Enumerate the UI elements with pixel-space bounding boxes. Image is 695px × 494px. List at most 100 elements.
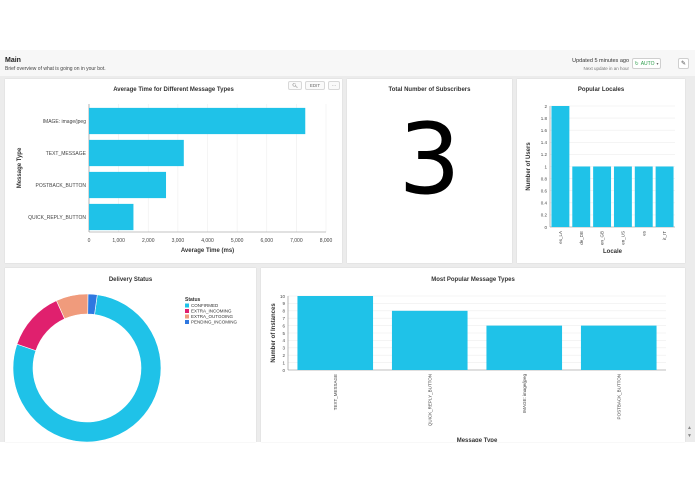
subscriber-count: 3 (398, 103, 461, 217)
y-tick-label: 5 (282, 331, 285, 336)
y-tick-label: 0.4 (541, 201, 548, 206)
y-tick-label: 0 (282, 368, 285, 373)
chevron-down-icon: ▾ (656, 61, 659, 66)
subscribers-title: Total Number of Subscribers (388, 87, 471, 93)
x-tick-label: de_DE (579, 231, 584, 245)
bar (580, 325, 657, 370)
bar (89, 107, 306, 135)
edit-dashboard-button[interactable]: ✎ (678, 58, 689, 69)
bar (634, 166, 653, 227)
donut-slice (12, 294, 162, 442)
y-tick-label: 0.2 (541, 213, 548, 218)
y-tick-label: QUICK_REPLY_BUTTON (28, 215, 86, 221)
bar (486, 325, 563, 370)
legend-label: CONFIRMED (191, 303, 219, 308)
x-tick-label: TEXT_MESSAGE (333, 374, 338, 410)
y-tick-label: 9 (282, 301, 285, 306)
next-update-text: Next update in an hour (583, 66, 629, 71)
x-axis-title: Message Type (457, 438, 498, 442)
y-tick-label: 4 (282, 338, 285, 343)
x-tick-label: QUICK_REPLY_BUTTON (427, 374, 432, 426)
x-tick-label: 3,000 (172, 238, 185, 244)
bar (391, 310, 468, 370)
last-updated-text: Updated 5 minutes ago (572, 58, 629, 64)
popular-types-chart: 0 1 2 3 4 5 6 7 8 9 10 TEXT_MESSAGE QUICK_REPLY_BUTT… (271, 294, 666, 442)
y-tick-label: 6 (282, 323, 285, 328)
popular-types-panel: Most Popular Message Types 0 1 2 3 4 5 6 7 8 9 10 T… (261, 268, 685, 442)
more-options-button[interactable]: ··· (328, 81, 340, 90)
dashboard-header (0, 50, 695, 76)
bar (297, 296, 374, 370)
avg-time-panel: Average Time for Different Message Types… (5, 79, 342, 263)
y-tick-label: 10 (280, 294, 286, 299)
x-tick-label: IMAGE: image/jpeg (522, 374, 527, 414)
x-tick-label: 5,000 (231, 238, 244, 244)
y-tick-label: TEXT_MESSAGE (46, 151, 87, 157)
x-tick-label: 7,000 (290, 238, 303, 244)
y-tick-label: 3 (282, 346, 285, 351)
x-tick-label: en_GB (600, 231, 605, 245)
scroll-up-arrow[interactable]: ▲ (687, 425, 692, 431)
x-tick-label: es (641, 230, 646, 236)
bar (89, 203, 134, 231)
refresh-icon: ↻ (634, 60, 639, 67)
search-icon: 🔍︎ (292, 82, 298, 88)
bar (572, 166, 591, 227)
y-tick-label: 0.6 (541, 189, 548, 194)
y-tick-label: 0 (544, 225, 547, 230)
x-tick-label: es_LA (558, 231, 563, 244)
x-axis-title: Locale (603, 249, 623, 255)
y-tick-label: 1 (544, 164, 547, 169)
x-tick-label: 1,000 (112, 238, 125, 244)
legend-swatch (185, 320, 189, 324)
y-tick-label: 8 (282, 309, 285, 314)
y-tick-label: 2 (544, 104, 547, 109)
legend-swatch (185, 309, 189, 313)
bar (89, 139, 184, 167)
donut-slice (87, 293, 98, 315)
x-tick-label: 6,000 (260, 238, 273, 244)
x-tick-label: it_IT (662, 231, 667, 240)
locales-title: Popular Locales (577, 87, 625, 93)
y-tick-label: POSTBACK_BUTTON (36, 183, 87, 189)
locales-panel: Popular Locales 0 0.2 0.4 0.6 0.8 1 1.2 1.4 1.6 1… (517, 79, 685, 263)
legend-title: Status (185, 297, 201, 303)
donut-slice (16, 300, 66, 351)
pencil-icon: ✎ (680, 61, 687, 67)
x-tick-label: POSTBACK_BUTTON (616, 374, 621, 419)
edit-chart-button[interactable]: EDIT (305, 81, 325, 90)
legend-label: PENDING_INCOMING (191, 320, 238, 325)
delivery-chart: StatusCONFIRMEDEXTRA_INCOMINGEXTRA_OUTGO… (12, 293, 238, 442)
popular-types-title: Most Popular Message Types (431, 277, 515, 283)
x-tick-label: 4,000 (201, 238, 214, 244)
legend-label: EXTRA_OUTGOING (191, 314, 234, 319)
scroll-down-arrow[interactable]: ▼ (687, 433, 692, 439)
auto-refresh-label: AUTO (640, 60, 655, 67)
y-axis-title: Number of Instances (271, 303, 277, 363)
delivery-title: Delivery Status (108, 277, 153, 283)
x-tick-label: en_US (621, 231, 626, 245)
x-tick-label: 0 (88, 238, 91, 244)
legend-swatch (185, 314, 189, 319)
x-tick-label: 2,000 (142, 238, 155, 244)
bar (655, 166, 674, 227)
delivery-panel: Delivery Status Status CONFIRMED EXTRA_INC… (5, 268, 256, 442)
page-subtitle: Brief overview of what is going on in yo… (5, 66, 106, 72)
avg-time-title: Average Time for Different Message Types (113, 87, 234, 93)
page-title: Main (5, 57, 21, 64)
y-tick-label: 1.4 (541, 140, 548, 145)
legend-swatch (185, 303, 189, 308)
zoom-button[interactable]: 🔍︎ (288, 81, 302, 90)
bar (613, 166, 632, 227)
avg-time-chart: 0 1,000 2,000 3,000 4,000 5,000 6,000 7,000 8,00… (17, 104, 333, 254)
y-tick-label: 2 (282, 353, 285, 358)
bar (593, 166, 612, 227)
locales-chart: 0 0.2 0.4 0.6 0.8 1 1.2 1.4 1.6 1.8 2 es_LA de_DE en_… (526, 104, 675, 255)
x-axis-title: Average Time (ms) (181, 248, 234, 254)
bar (551, 106, 570, 227)
bar (89, 171, 167, 199)
y-tick-label: 0.8 (541, 176, 548, 181)
y-tick-label: 1 (282, 360, 285, 365)
auto-refresh-button[interactable]: ↻ AUTO ▾ (632, 58, 661, 69)
x-tick-label: 8,000 (320, 238, 333, 244)
